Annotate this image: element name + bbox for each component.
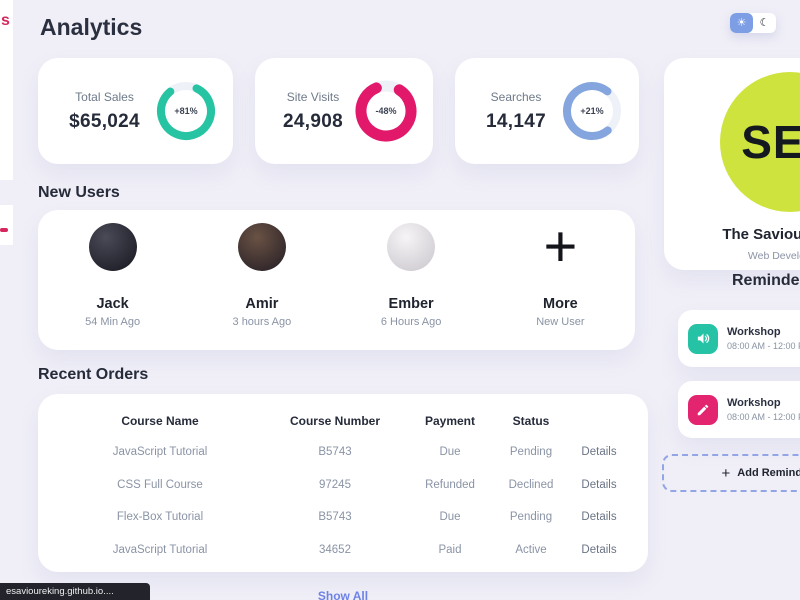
avatar [88,223,137,271]
details-link[interactable]: Details [581,511,617,524]
volume-icon [688,323,718,354]
stat-card-total-sales: Total Sales $65,024 +81% [38,58,233,164]
add-user-item[interactable]: + More New User [500,214,620,329]
col-status: Status [512,414,550,428]
stat-card-site-visits: Site Visits 24,908 -48% [255,58,433,164]
user-name: Jack [96,296,129,312]
cell-payment: Refunded [425,478,475,491]
cell-status: Pending [509,511,553,524]
cell-payment: Due [439,446,461,459]
reminder-title: Workshop [727,326,781,338]
reminder-time: 08:00 AM - 12:00 PM [727,341,800,351]
cell-status: Active [515,543,547,556]
avatar [387,223,436,271]
dark-mode-icon[interactable]: ☾ [759,16,770,29]
theme-toggle[interactable]: ☀ ☾ [730,13,776,33]
profile-role: Web Developer [747,250,800,262]
page-title: Analytics [40,14,143,40]
cell-course-name: CSS Full Course [117,478,203,491]
plus-icon[interactable]: + [543,214,578,279]
cell-course-number: B5743 [318,446,352,459]
stat-label: Searches [490,89,542,104]
cell-course-number: 34652 [319,543,351,556]
details-link[interactable]: Details [581,478,617,491]
sidebar-logo-fragment: s [1,12,10,29]
user-time: New User [536,316,585,328]
user-time: 54 Min Ago [85,316,141,328]
stat-value: 24,908 [283,110,343,132]
table-header-row: Course Name Course Number Payment Status [60,406,626,436]
progress-ring-icon: -48% [355,80,417,142]
stat-card-searches: Searches 14,147 +21% [455,58,639,164]
stat-label: Total Sales [75,89,134,104]
reminder-time: 08:00 AM - 12:00 PM [727,412,800,422]
details-link[interactable]: Details [581,446,617,459]
profile-card: SEK The Saviour King Web Developer [664,58,800,270]
user-item: Jack 54 Min Ago [53,223,173,328]
cell-status: Declined [508,478,554,491]
cell-course-name: JavaScript Tutorial [112,446,208,459]
cell-payment: Due [439,511,461,524]
table-row: CSS Full Course 97245 Refunded Declined … [60,469,626,502]
stat-value: 14,147 [486,110,546,132]
user-name: Ember [388,296,434,312]
reminder-item[interactable]: Workshop 08:00 AM - 12:00 PM [678,310,800,367]
add-reminder-button[interactable]: + Add Reminder [662,454,800,492]
show-all-link[interactable]: Show All [317,589,369,600]
stat-label: Site Visits [286,89,340,104]
user-item: Ember 6 Hours Ago [351,223,471,328]
profile-logo: SEK [720,72,800,212]
add-reminder-label: Add Reminder [737,467,800,479]
stat-value: $65,024 [69,110,140,132]
cell-course-name: Flex-Box Tutorial [116,511,204,524]
recent-orders-heading: Recent Orders [38,366,149,383]
user-time: 3 hours Ago [232,316,292,328]
link-preview-statusbar: esavioureking.github.io.... [0,583,150,600]
table-row: Flex-Box Tutorial B5743 Due Pending Deta… [60,501,626,534]
recent-orders-card: Course Name Course Number Payment Status… [38,394,648,572]
stats-row: Total Sales $65,024 +81% Site Visits 24,… [38,58,639,164]
new-users-card: Jack 54 Min Ago Amir 3 hours Ago Ember 6… [38,210,635,350]
stat-percent: +81% [174,106,198,116]
details-link[interactable]: Details [581,543,617,556]
cell-payment: Paid [438,543,462,556]
edit-icon [688,394,718,425]
stat-percent: +21% [580,106,604,116]
reminder-item[interactable]: Workshop 08:00 AM - 12:00 PM [678,381,800,438]
col-course-name: Course Name [121,414,199,428]
user-time: 6 Hours Ago [380,316,442,328]
progress-ring-icon: +81% [155,80,217,142]
cell-course-name: JavaScript Tutorial [112,543,208,556]
avatar [237,223,286,271]
col-payment: Payment [424,414,476,428]
profile-name: The Saviour King [722,226,800,243]
sidebar-sliver: s [0,0,13,180]
new-users-heading: New Users [38,184,120,201]
reminder-title: Workshop [727,397,781,409]
col-course-number: Course Number [289,414,381,428]
reminders-heading: Reminders [732,272,800,289]
user-name: More [543,296,578,312]
cell-course-number: 97245 [319,478,351,491]
stat-percent: -48% [375,106,397,116]
user-name: Amir [245,296,279,312]
table-row: JavaScript Tutorial 34652 Paid Active De… [60,534,626,567]
cell-course-number: B5743 [318,511,352,524]
sidebar-sliver-lower [0,205,13,245]
sidebar-active-marker [0,228,8,232]
progress-ring-icon: +21% [561,80,623,142]
light-mode-icon[interactable]: ☀ [730,13,753,33]
user-item: Amir 3 hours Ago [202,223,322,328]
table-row: JavaScript Tutorial B5743 Due Pending De… [60,436,626,469]
plus-icon: + [721,464,731,482]
cell-status: Pending [509,446,553,459]
